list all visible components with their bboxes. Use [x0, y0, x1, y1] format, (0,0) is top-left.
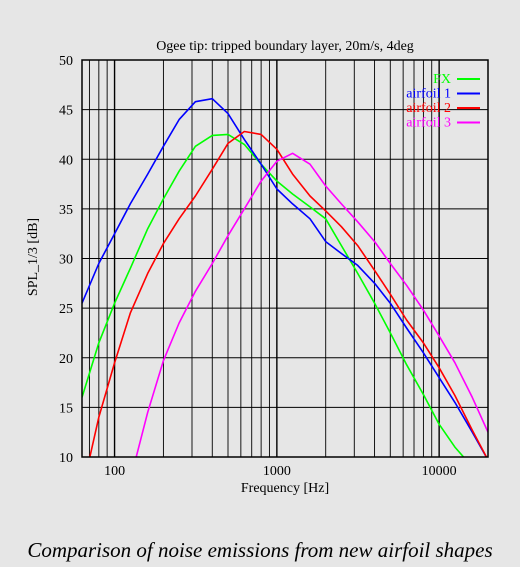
legend-label: airfoil 3 [406, 116, 451, 131]
y-tick-label: 20 [59, 352, 73, 367]
legend-label: airfoil 1 [406, 87, 451, 102]
figure-caption: Comparison of noise emissions from new a… [27, 538, 493, 562]
y-axis-title: SPL_1/3 [dB] [26, 218, 41, 296]
axis-labels: 10 15 20 25 30 35 40 45 50 100 1000 10000 [59, 54, 457, 479]
y-tick-label: 35 [59, 203, 73, 218]
x-tick-label: 100 [104, 464, 125, 479]
series-line-fx [82, 133, 465, 457]
y-tick-label: 50 [59, 54, 73, 69]
chart-title: Ogee tip: tripped boundary layer, 20m/s,… [156, 39, 414, 54]
x-tick-label: 1000 [263, 464, 291, 479]
y-tick-label: 10 [59, 451, 73, 466]
y-tick-label: 40 [59, 153, 73, 168]
legend-label: airfoil 2 [406, 101, 451, 116]
y-tick-label: 15 [59, 401, 73, 416]
x-axis-title: Frequency [Hz] [241, 481, 329, 496]
y-tick-label: 30 [59, 253, 73, 268]
plot-frame [81, 59, 489, 458]
series-lines [82, 97, 488, 457]
series-line-airfoil-1 [82, 97, 488, 457]
y-tick-label: 25 [59, 302, 73, 317]
y-tick-label: 45 [59, 104, 73, 119]
legend-label: FX [433, 72, 451, 87]
series-line-airfoil-3 [135, 152, 488, 457]
x-tick-label: 10000 [422, 464, 457, 479]
series-line-airfoil-2 [89, 130, 488, 457]
